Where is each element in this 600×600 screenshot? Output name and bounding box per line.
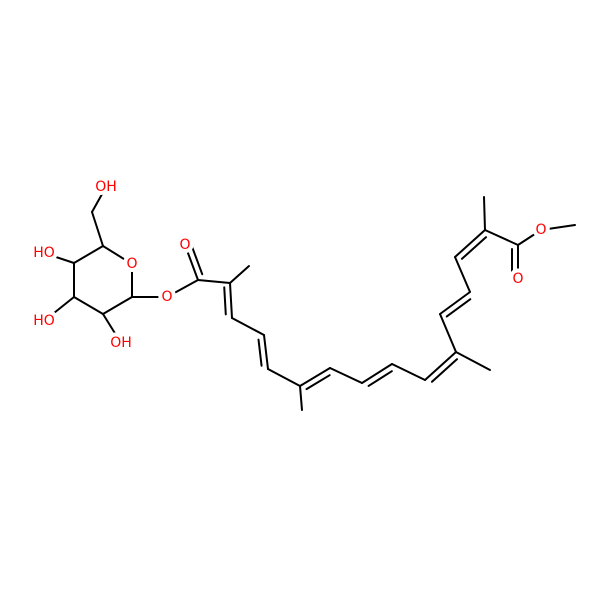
bond — [305, 374, 331, 391]
bond — [102, 296, 133, 315]
bond — [267, 368, 301, 387]
bonds — [43, 186, 576, 411]
bond — [223, 286, 227, 316]
bond — [454, 256, 471, 293]
bond — [460, 236, 488, 260]
bond — [445, 298, 472, 318]
bond — [166, 279, 199, 298]
bond — [299, 367, 331, 387]
bond — [184, 244, 199, 281]
bond — [391, 363, 426, 381]
bond — [484, 229, 519, 246]
bond — [329, 367, 363, 384]
bond — [454, 229, 486, 258]
bond — [73, 245, 104, 264]
bond — [229, 282, 233, 319]
bond — [263, 334, 269, 370]
bond — [229, 265, 250, 284]
bond — [257, 338, 263, 367]
atom-label: O — [535, 222, 546, 238]
bond — [299, 385, 303, 411]
atom-label: O — [512, 271, 523, 287]
bond — [439, 291, 471, 315]
atom-label: HO — [33, 245, 55, 261]
bond — [455, 351, 491, 371]
bond — [102, 313, 122, 344]
bond — [361, 363, 393, 384]
bond — [102, 245, 133, 265]
bond — [483, 196, 486, 231]
bond — [197, 279, 231, 284]
bond — [91, 186, 107, 213]
bond — [540, 224, 576, 231]
bond — [73, 296, 104, 315]
atom-label: OH — [110, 335, 132, 351]
bond — [367, 370, 393, 387]
bond — [91, 211, 104, 247]
atom-label: O — [126, 256, 137, 272]
bond — [43, 252, 75, 264]
bond — [191, 245, 204, 276]
bond — [424, 351, 457, 381]
atom-label: O — [179, 237, 190, 253]
bond — [43, 296, 75, 322]
bond — [430, 358, 459, 383]
atom-label: O — [161, 289, 172, 305]
atom-label: OH — [95, 179, 117, 195]
bond — [439, 313, 457, 353]
atom-label: HO — [33, 313, 55, 329]
bond — [231, 317, 265, 336]
bond — [517, 229, 542, 246]
